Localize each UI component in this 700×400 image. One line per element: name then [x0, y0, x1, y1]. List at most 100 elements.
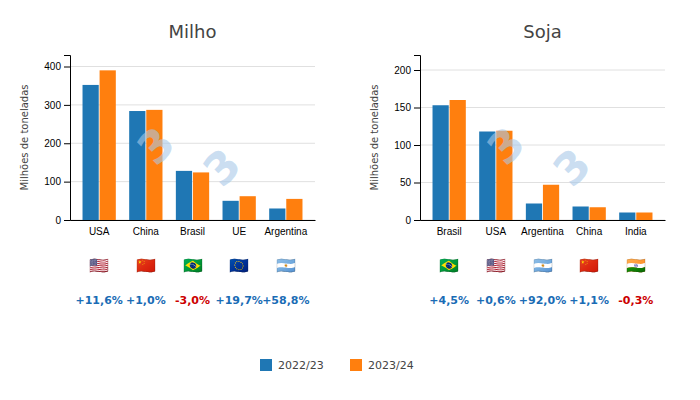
bar [269, 208, 285, 220]
pct-change: +4,5% [429, 294, 469, 307]
bar-series [450, 100, 653, 220]
legend-swatch [260, 359, 272, 371]
pct-change: +0,6% [476, 294, 516, 307]
tick-label: USA [486, 226, 507, 237]
tick-label: 0 [55, 215, 61, 226]
bar [636, 213, 652, 221]
axis-line [414, 56, 421, 221]
bar [573, 207, 589, 221]
tick: USA [89, 220, 110, 237]
y-axis-title: Milhões de toneladas [19, 85, 30, 191]
tick: 100 [394, 140, 420, 151]
bar [176, 171, 192, 220]
flags: 🇧🇷🇺🇸🇦🇷🇨🇳🇮🇳 [439, 256, 646, 275]
pct-change: +1,1% [569, 294, 609, 307]
bar [433, 105, 449, 220]
tick-label: 100 [44, 176, 61, 187]
tick: 400 [44, 61, 70, 72]
watermark: 3 [543, 138, 601, 196]
flag: 🇨🇳 [136, 256, 156, 275]
pct-change: +11,6% [75, 294, 122, 307]
panel: 33050100150200BrasilUSAArgentinaChinaInd… [369, 21, 666, 307]
pct-change: +58,8% [262, 294, 309, 307]
bar [450, 100, 466, 220]
tick-label: China [133, 226, 160, 237]
flag: 🇺🇸 [89, 256, 109, 275]
tick-label: 100 [394, 140, 411, 151]
tick: Argentina [521, 220, 564, 237]
axis-line [421, 220, 666, 221]
tick: China [576, 220, 603, 237]
tick-label: India [625, 226, 647, 237]
y-axis: 0 100 200 300 400 [44, 56, 70, 226]
legend: 2022/23 2023/24 [260, 359, 414, 372]
tick-label: Argentina [264, 226, 307, 237]
tick: USA [486, 220, 507, 237]
pct-change: -0,3% [618, 294, 653, 307]
tick: 200 [44, 138, 70, 149]
pct-change: -3,0% [175, 294, 210, 307]
tick: 0 [55, 215, 70, 226]
tick-mark [64, 143, 70, 144]
pct-changes: +4,5% +0,6%+92,0%+1,1% -0,3% [429, 294, 653, 307]
tick-mark [64, 67, 70, 68]
bar-series [100, 70, 303, 220]
flag: 🇧🇷 [183, 256, 203, 275]
chart-title: Milho [169, 21, 217, 42]
tick: 0 [405, 215, 420, 226]
tick: Brasil [180, 220, 205, 237]
y-axis-title: Milhões de toneladas [369, 85, 380, 191]
tick-label: China [576, 226, 603, 237]
tick: China [133, 220, 160, 237]
tick-mark [414, 220, 420, 221]
flag: 🇪🇺 [229, 256, 249, 275]
watermark: 3 [127, 117, 185, 175]
flag: 🇮🇳 [626, 256, 646, 275]
legend-swatch [350, 359, 362, 371]
tick-label: 150 [394, 102, 411, 113]
flags: 🇺🇸 🇨🇳 🇧🇷 🇪🇺 🇦🇷 [89, 256, 296, 275]
bars [83, 70, 303, 220]
tick-label: Brasil [437, 226, 462, 237]
bar [193, 172, 209, 220]
tick-mark [414, 145, 420, 146]
pct-change: +19,7% [215, 294, 262, 307]
tick-label: UE [232, 226, 246, 237]
tick-label: 300 [44, 100, 61, 111]
tick: 300 [44, 100, 70, 111]
tick-mark [64, 220, 70, 221]
tick-label: Brasil [180, 226, 205, 237]
chart-title: Soja [523, 21, 561, 42]
tick-label: 50 [400, 177, 412, 188]
x-axis: USA China Brasil UE Argentina [71, 220, 316, 237]
bar [590, 207, 606, 220]
pct-change: +92,0% [519, 294, 566, 307]
bar [526, 204, 542, 221]
flag: 🇦🇷 [533, 256, 553, 275]
watermark: 3 [193, 138, 251, 196]
tick-label: 0 [405, 215, 411, 226]
grid [70, 67, 315, 220]
axis-line [64, 56, 71, 221]
tick: 50 [400, 177, 420, 188]
tick-label: 200 [394, 65, 411, 76]
flag: 🇦🇷 [276, 256, 296, 275]
tick: 100 [44, 176, 70, 187]
y-axis: 0 50 100 150 200 [394, 56, 420, 226]
bars [433, 100, 653, 220]
chart-canvas: 330100200300400USAChinaBrasilUEArgentina… [0, 0, 700, 400]
legend-label: 2023/24 [368, 359, 414, 372]
bar [100, 70, 116, 220]
bar [543, 185, 559, 220]
legend-label: 2022/23 [278, 359, 324, 372]
bar [83, 85, 99, 220]
axis-line [71, 220, 316, 221]
flag: 🇨🇳 [579, 256, 599, 275]
bar [240, 196, 256, 220]
tick-mark [64, 182, 70, 183]
panel: 33 0 100 200 300 400 USA China Brasil UE Argentina… [19, 21, 316, 307]
grid [420, 70, 665, 220]
bar [286, 199, 302, 220]
tick: Brasil [437, 220, 462, 237]
tick-label: Argentina [521, 226, 564, 237]
